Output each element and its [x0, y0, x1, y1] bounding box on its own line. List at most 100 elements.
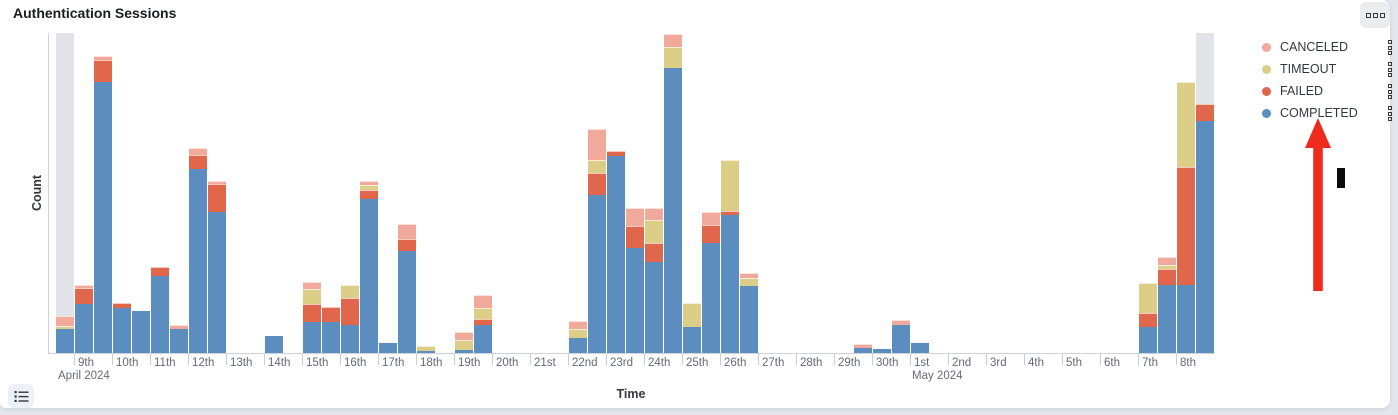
legend-item-timeout[interactable]: TIMEOUT — [1262, 58, 1392, 80]
bar-segment-completed[interactable] — [151, 276, 169, 353]
stacked-bar-may-1-am[interactable] — [911, 343, 929, 353]
stacked-bar-apr-24-am[interactable] — [645, 208, 663, 353]
stacked-bar-apr-23-am[interactable] — [607, 151, 625, 353]
bar-segment-timeout[interactable] — [56, 326, 74, 329]
bar-segment-completed[interactable] — [892, 325, 910, 353]
bar-segment-failed[interactable] — [75, 288, 93, 304]
bar-segment-failed[interactable] — [398, 239, 416, 251]
bar-segment-completed[interactable] — [208, 212, 226, 353]
bar-segment-completed[interactable] — [1158, 285, 1176, 353]
legend-item-actions-button[interactable] — [1388, 84, 1392, 99]
stacked-bar-apr-9-pm[interactable] — [94, 56, 112, 353]
bar-segment-completed[interactable] — [607, 156, 625, 353]
stacked-bar-apr-16-pm[interactable] — [360, 181, 378, 353]
bar-segment-canceled[interactable] — [702, 212, 720, 225]
bar-segment-failed[interactable] — [341, 298, 359, 325]
stacked-bar-apr-24-pm[interactable] — [664, 34, 682, 353]
stacked-bar-may-8-pm[interactable] — [1196, 104, 1214, 353]
stacked-bar-apr-8-pm[interactable] — [56, 316, 74, 353]
bar-segment-failed[interactable] — [151, 267, 169, 276]
bar-segment-canceled[interactable] — [474, 295, 492, 308]
bar-segment-canceled[interactable] — [569, 321, 587, 329]
bar-segment-completed[interactable] — [873, 349, 891, 353]
bar-segment-failed[interactable] — [1158, 269, 1176, 285]
legend-item-failed[interactable]: FAILED — [1262, 80, 1392, 102]
stacked-bar-apr-15-am[interactable] — [303, 282, 321, 353]
bar-segment-completed[interactable] — [664, 68, 682, 353]
bar-segment-timeout[interactable] — [588, 160, 606, 173]
stacked-bar-apr-12-pm[interactable] — [208, 181, 226, 353]
bar-segment-canceled[interactable] — [664, 34, 682, 47]
bar-segment-failed[interactable] — [360, 190, 378, 199]
bar-segment-completed[interactable] — [417, 351, 435, 353]
legend-toggle-button[interactable] — [8, 384, 34, 408]
bar-segment-timeout[interactable] — [721, 160, 739, 211]
stacked-bar-apr-19-am[interactable] — [455, 332, 473, 353]
bar-segment-completed[interactable] — [455, 350, 473, 353]
bar-segment-completed[interactable] — [1139, 327, 1157, 353]
bar-segment-canceled[interactable] — [854, 344, 872, 348]
bar-segment-canceled[interactable] — [645, 208, 663, 220]
panel-options-button[interactable] — [1360, 2, 1390, 28]
legend-item-actions-button[interactable] — [1388, 40, 1392, 55]
stacked-bar-may-7-am[interactable] — [1139, 283, 1157, 353]
bar-segment-timeout[interactable] — [683, 303, 701, 327]
stacked-bar-apr-16-am[interactable] — [341, 285, 359, 353]
bar-segment-canceled[interactable] — [398, 224, 416, 239]
bar-segment-completed[interactable] — [721, 215, 739, 353]
bar-segment-failed[interactable] — [208, 184, 226, 212]
stacked-bar-apr-11-am[interactable] — [151, 267, 169, 353]
bar-segment-canceled[interactable] — [303, 282, 321, 289]
stacked-bar-apr-17-am[interactable] — [379, 343, 397, 353]
legend-item-canceled[interactable]: CANCELED — [1262, 36, 1392, 58]
stacked-bar-apr-14-am[interactable] — [265, 336, 283, 353]
bar-segment-canceled[interactable] — [189, 148, 207, 155]
bar-segment-completed[interactable] — [113, 308, 131, 353]
bar-segment-completed[interactable] — [322, 322, 340, 353]
stacked-bar-apr-9-am[interactable] — [75, 285, 93, 353]
bar-segment-timeout[interactable] — [474, 308, 492, 319]
bar-segment-canceled[interactable] — [626, 208, 644, 226]
stacked-bar-apr-26-pm[interactable] — [740, 273, 758, 353]
bar-segment-canceled[interactable] — [56, 316, 74, 326]
bar-segment-canceled[interactable] — [208, 181, 226, 184]
bar-segment-completed[interactable] — [56, 329, 74, 353]
stacked-bar-apr-17-pm[interactable] — [398, 224, 416, 353]
bar-segment-canceled[interactable] — [94, 56, 112, 60]
bar-segment-failed[interactable] — [645, 243, 663, 262]
bar-segment-completed[interactable] — [75, 304, 93, 353]
stacked-bar-apr-23-pm[interactable] — [626, 208, 644, 353]
stacked-bar-apr-30-pm[interactable] — [892, 320, 910, 353]
bar-segment-failed[interactable] — [1196, 104, 1214, 121]
bar-segment-canceled[interactable] — [75, 285, 93, 288]
bar-segment-completed[interactable] — [170, 329, 188, 353]
stacked-bar-apr-25-pm[interactable] — [702, 212, 720, 353]
bar-segment-completed[interactable] — [341, 325, 359, 353]
bar-segment-failed[interactable] — [588, 173, 606, 195]
bar-segment-completed[interactable] — [132, 311, 150, 353]
bar-segment-canceled[interactable] — [740, 273, 758, 278]
stacked-bar-apr-26-am[interactable] — [721, 160, 739, 353]
bar-segment-completed[interactable] — [911, 343, 929, 353]
bar-segment-completed[interactable] — [360, 199, 378, 353]
stacked-bar-may-8-am[interactable] — [1177, 82, 1195, 353]
stacked-bar-apr-15-pm[interactable] — [322, 307, 340, 353]
bar-segment-canceled[interactable] — [1158, 257, 1176, 265]
bar-segment-completed[interactable] — [854, 348, 872, 353]
bar-segment-timeout[interactable] — [664, 47, 682, 68]
bar-segment-timeout[interactable] — [569, 329, 587, 338]
stacked-bar-apr-11-pm[interactable] — [170, 325, 188, 353]
stacked-bar-apr-30-am[interactable] — [873, 349, 891, 353]
stacked-bar-apr-18-am[interactable] — [417, 346, 435, 353]
legend-item-completed[interactable]: COMPLETED — [1262, 102, 1392, 124]
stacked-bar-apr-29-pm[interactable] — [854, 344, 872, 353]
bar-segment-timeout[interactable] — [455, 340, 473, 350]
bar-segment-completed[interactable] — [189, 169, 207, 353]
bar-segment-canceled[interactable] — [588, 129, 606, 160]
bar-segment-completed[interactable] — [1177, 285, 1195, 353]
bar-segment-failed[interactable] — [1177, 167, 1195, 285]
bar-segment-canceled[interactable] — [892, 320, 910, 325]
bar-segment-completed[interactable] — [94, 82, 112, 353]
bar-segment-timeout[interactable] — [417, 346, 435, 351]
bar-segment-failed[interactable] — [721, 211, 739, 215]
